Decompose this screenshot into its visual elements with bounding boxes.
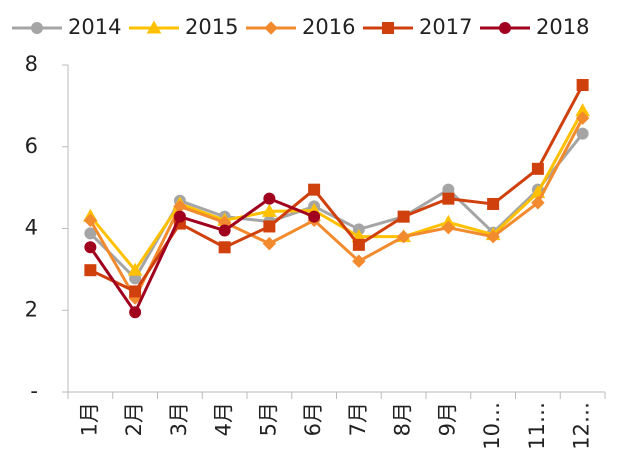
data-point [173, 210, 186, 223]
legend-marker [382, 22, 394, 34]
legend-label: 2014 [68, 15, 121, 39]
data-point [576, 127, 589, 140]
data-point [84, 241, 97, 254]
data-point [575, 111, 590, 125]
x-tick-label: 8月 [391, 402, 415, 436]
data-point [308, 210, 321, 223]
data-point [129, 285, 142, 298]
x-tick-label: 1月 [77, 402, 101, 436]
data-point [263, 192, 276, 205]
legend-label: 2015 [185, 15, 238, 39]
series-line [89, 110, 584, 273]
data-point [352, 238, 365, 251]
legend-marker [31, 22, 43, 34]
series-line [89, 117, 584, 302]
data-point [84, 227, 97, 240]
data-point [263, 220, 276, 233]
x-tick-label: 2月 [122, 402, 146, 436]
legend-label: 2017 [419, 15, 472, 39]
x-tick-label: 11… [525, 402, 549, 450]
data-point [352, 254, 366, 268]
series-line [89, 196, 315, 316]
legend-label: 2016 [302, 15, 355, 39]
data-point [218, 241, 231, 254]
data-point [129, 306, 142, 319]
x-tick-label: 4月 [212, 402, 236, 436]
data-point [487, 197, 500, 210]
data-point [262, 203, 277, 217]
x-tick-label: 6月 [301, 402, 325, 436]
legend-label: 2018 [536, 15, 589, 39]
data-point [576, 79, 589, 92]
data-point [83, 213, 98, 228]
data-point [442, 192, 455, 205]
data-point [262, 236, 277, 251]
data-point [396, 229, 411, 244]
data-point [218, 224, 231, 237]
series-line [89, 84, 584, 294]
x-tick-label: 12… [570, 402, 594, 450]
legend-marker [146, 20, 162, 34]
legend-marker [499, 22, 511, 34]
x-tick-label: 10… [480, 402, 504, 450]
y-tick-label: 6 [25, 134, 38, 158]
x-tick-label: 5月 [256, 402, 280, 436]
data-point [531, 196, 545, 210]
x-tick-label: 7月 [346, 402, 370, 436]
data-point [84, 264, 97, 277]
legend-marker [264, 21, 278, 35]
data-point [486, 229, 500, 244]
x-tick-label: 3月 [167, 402, 191, 436]
y-tick-label: 2 [25, 297, 38, 321]
y-tick-label: 4 [25, 216, 38, 240]
x-tick-label: 9月 [435, 402, 459, 436]
series-line [89, 132, 584, 281]
data-point [308, 183, 321, 196]
y-tick-label: - [30, 379, 38, 403]
data-point [441, 220, 456, 235]
data-point [397, 210, 410, 223]
data-point [127, 262, 143, 276]
data-point [531, 162, 544, 175]
y-tick-label: 8 [25, 52, 38, 76]
